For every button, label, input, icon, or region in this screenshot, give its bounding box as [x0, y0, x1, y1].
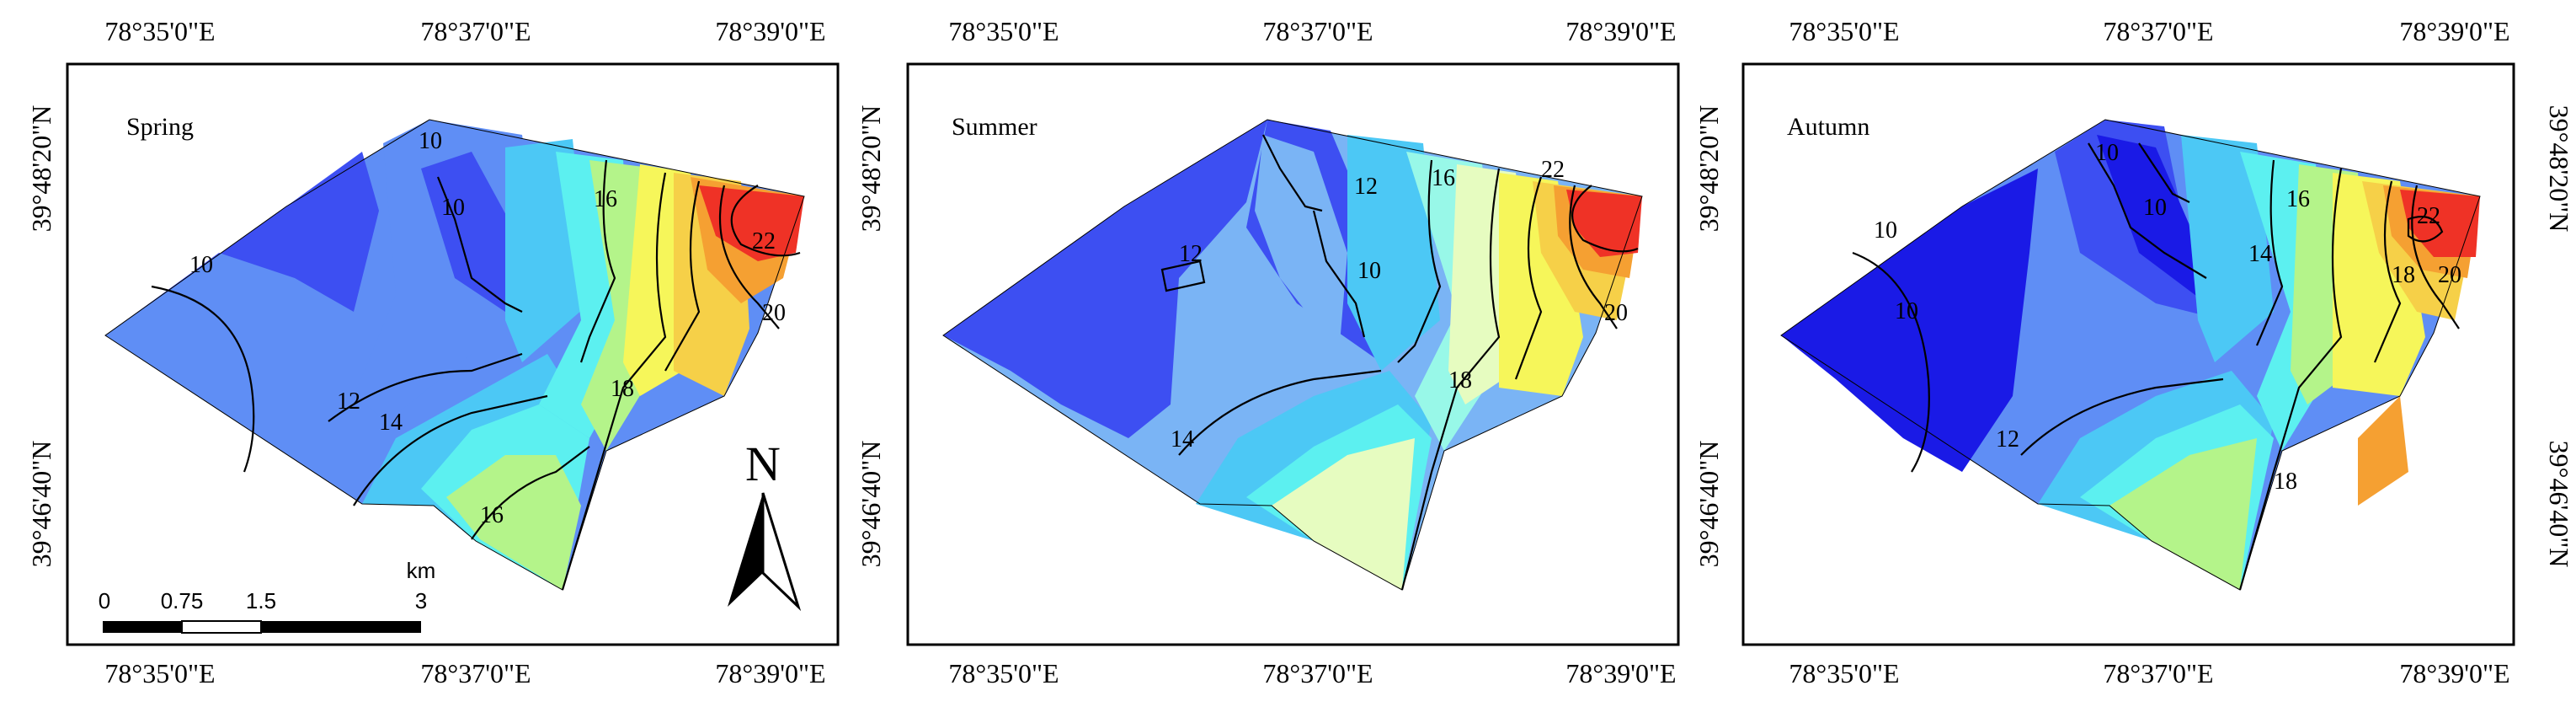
scale-tick: 3 — [415, 588, 427, 613]
contour-label: 10 — [189, 252, 213, 278]
spring-contour-lines — [151, 159, 801, 591]
contour-label: 12 — [1354, 174, 1378, 200]
contour-label: 22 — [2417, 203, 2440, 229]
lon-tick-top: 78°37'0"E — [420, 16, 531, 46]
summer-longitude-labels: 78°35'0"E 78°37'0"E 78°39'0"E 78°35'0"E … — [948, 16, 1676, 688]
autumn-contour-labels: 10 10 10 10 12 14 16 18 18 20 22 — [1874, 140, 2461, 495]
contour-label: 12 — [1179, 241, 1203, 267]
autumn-panel: 10 10 10 10 12 14 16 18 18 20 22 Autumn … — [1693, 16, 2574, 688]
summer-panel: 12 12 10 16 22 20 18 14 Summer 78°35'0"E… — [856, 16, 1680, 688]
contour-label: 14 — [1171, 426, 1194, 453]
summer-temperature-surface — [942, 119, 1643, 591]
spring-latitude-labels: 39°48'20"N 39°46'40"N — [26, 105, 56, 568]
lon-tick-top: 78°39'0"E — [1565, 16, 1676, 46]
north-arrow-label: N — [745, 437, 781, 491]
contour-label: 10 — [1895, 298, 1918, 324]
contour-label: 12 — [337, 388, 360, 415]
contour-label: 16 — [480, 502, 504, 528]
contour-label: 22 — [1541, 157, 1565, 183]
lat-tick-left: 39°48'20"N — [856, 105, 886, 233]
contour-label: 18 — [1448, 367, 1472, 394]
lon-tick-top: 78°35'0"E — [948, 16, 1059, 46]
contour-label: 16 — [2286, 186, 2310, 212]
contour-label: 10 — [1357, 258, 1381, 284]
lon-tick-bottom: 78°35'0"E — [948, 658, 1059, 688]
lat-tick-right: 39°46'40"N — [2544, 441, 2574, 568]
autumn-latitude-labels: 39°48'20"N 39°46'40"N 39°48'20"N 39°46'4… — [1693, 105, 2574, 568]
contour-label: 18 — [2392, 262, 2415, 288]
lon-tick-bottom: 78°37'0"E — [1262, 658, 1373, 688]
lon-tick-bottom: 78°35'0"E — [104, 658, 215, 688]
contour-label: 14 — [379, 410, 403, 436]
contour-label: 12 — [1996, 426, 2019, 453]
lat-tick-left: 39°46'40"N — [1693, 441, 1724, 568]
scale-tick: 0 — [99, 588, 110, 613]
contour-label: 10 — [419, 128, 442, 154]
lon-tick-bottom: 78°39'0"E — [2399, 658, 2509, 688]
scale-tick: 0.75 — [161, 588, 204, 613]
contour-label: 10 — [2143, 195, 2167, 221]
lon-tick-top: 78°37'0"E — [1262, 16, 1373, 46]
lat-tick-left: 39°48'20"N — [1693, 105, 1724, 233]
season-label-spring: Spring — [126, 113, 194, 141]
summer-latitude-labels: 39°48'20"N 39°46'40"N — [856, 105, 886, 568]
lon-tick-top: 78°39'0"E — [2399, 16, 2509, 46]
lat-tick-left: 39°48'20"N — [26, 105, 56, 233]
contour-label: 14 — [2248, 241, 2272, 267]
contour-label: 20 — [762, 300, 786, 326]
contour-label: 18 — [611, 376, 634, 402]
spring-panel: 10 10 10 12 14 16 16 18 20 22 Spring 78°… — [26, 16, 840, 688]
lat-tick-left: 39°46'40"N — [26, 441, 56, 568]
lon-tick-bottom: 78°35'0"E — [1789, 658, 1899, 688]
lon-tick-top: 78°35'0"E — [104, 16, 215, 46]
contour-label: 10 — [1874, 217, 1897, 244]
contour-label: 22 — [752, 228, 776, 254]
summer-contour-labels: 12 12 10 16 22 20 18 14 — [1171, 157, 1628, 453]
contour-label: 16 — [594, 186, 617, 212]
spring-contour-labels: 10 10 10 12 14 16 16 18 20 22 — [189, 128, 786, 528]
spring-temperature-surface — [104, 119, 805, 591]
contour-label: 20 — [2438, 262, 2461, 288]
season-label-autumn: Autumn — [1787, 113, 1869, 141]
lon-tick-bottom: 78°37'0"E — [2103, 658, 2213, 688]
scale-unit: km — [407, 558, 436, 583]
contour-label: 20 — [1604, 300, 1628, 326]
lon-tick-top: 78°35'0"E — [1789, 16, 1899, 46]
scale-tick: 1.5 — [246, 588, 276, 613]
lat-tick-right: 39°48'20"N — [2544, 105, 2574, 233]
season-label-summer: Summer — [952, 113, 1037, 141]
contour-label: 10 — [2095, 140, 2119, 166]
contour-label: 16 — [1432, 165, 1455, 191]
lat-tick-left: 39°46'40"N — [856, 441, 886, 568]
autumn-contour-lines — [1852, 142, 2460, 591]
autumn-longitude-labels: 78°35'0"E 78°37'0"E 78°39'0"E 78°35'0"E … — [1789, 16, 2509, 688]
north-arrow: N — [728, 437, 802, 612]
lon-tick-bottom: 78°39'0"E — [1565, 658, 1676, 688]
lon-tick-bottom: 78°39'0"E — [715, 658, 825, 688]
lon-tick-top: 78°39'0"E — [715, 16, 825, 46]
lon-tick-bottom: 78°37'0"E — [420, 658, 531, 688]
lon-tick-top: 78°37'0"E — [2103, 16, 2213, 46]
contour-label: 10 — [441, 195, 465, 221]
spring-longitude-labels: 78°35'0"E 78°37'0"E 78°39'0"E 78°35'0"E … — [104, 16, 825, 688]
scale-bar: 0 0.75 1.5 3 km — [99, 558, 436, 634]
contour-label: 18 — [2274, 469, 2297, 495]
summer-contour-lines — [1160, 134, 1639, 591]
